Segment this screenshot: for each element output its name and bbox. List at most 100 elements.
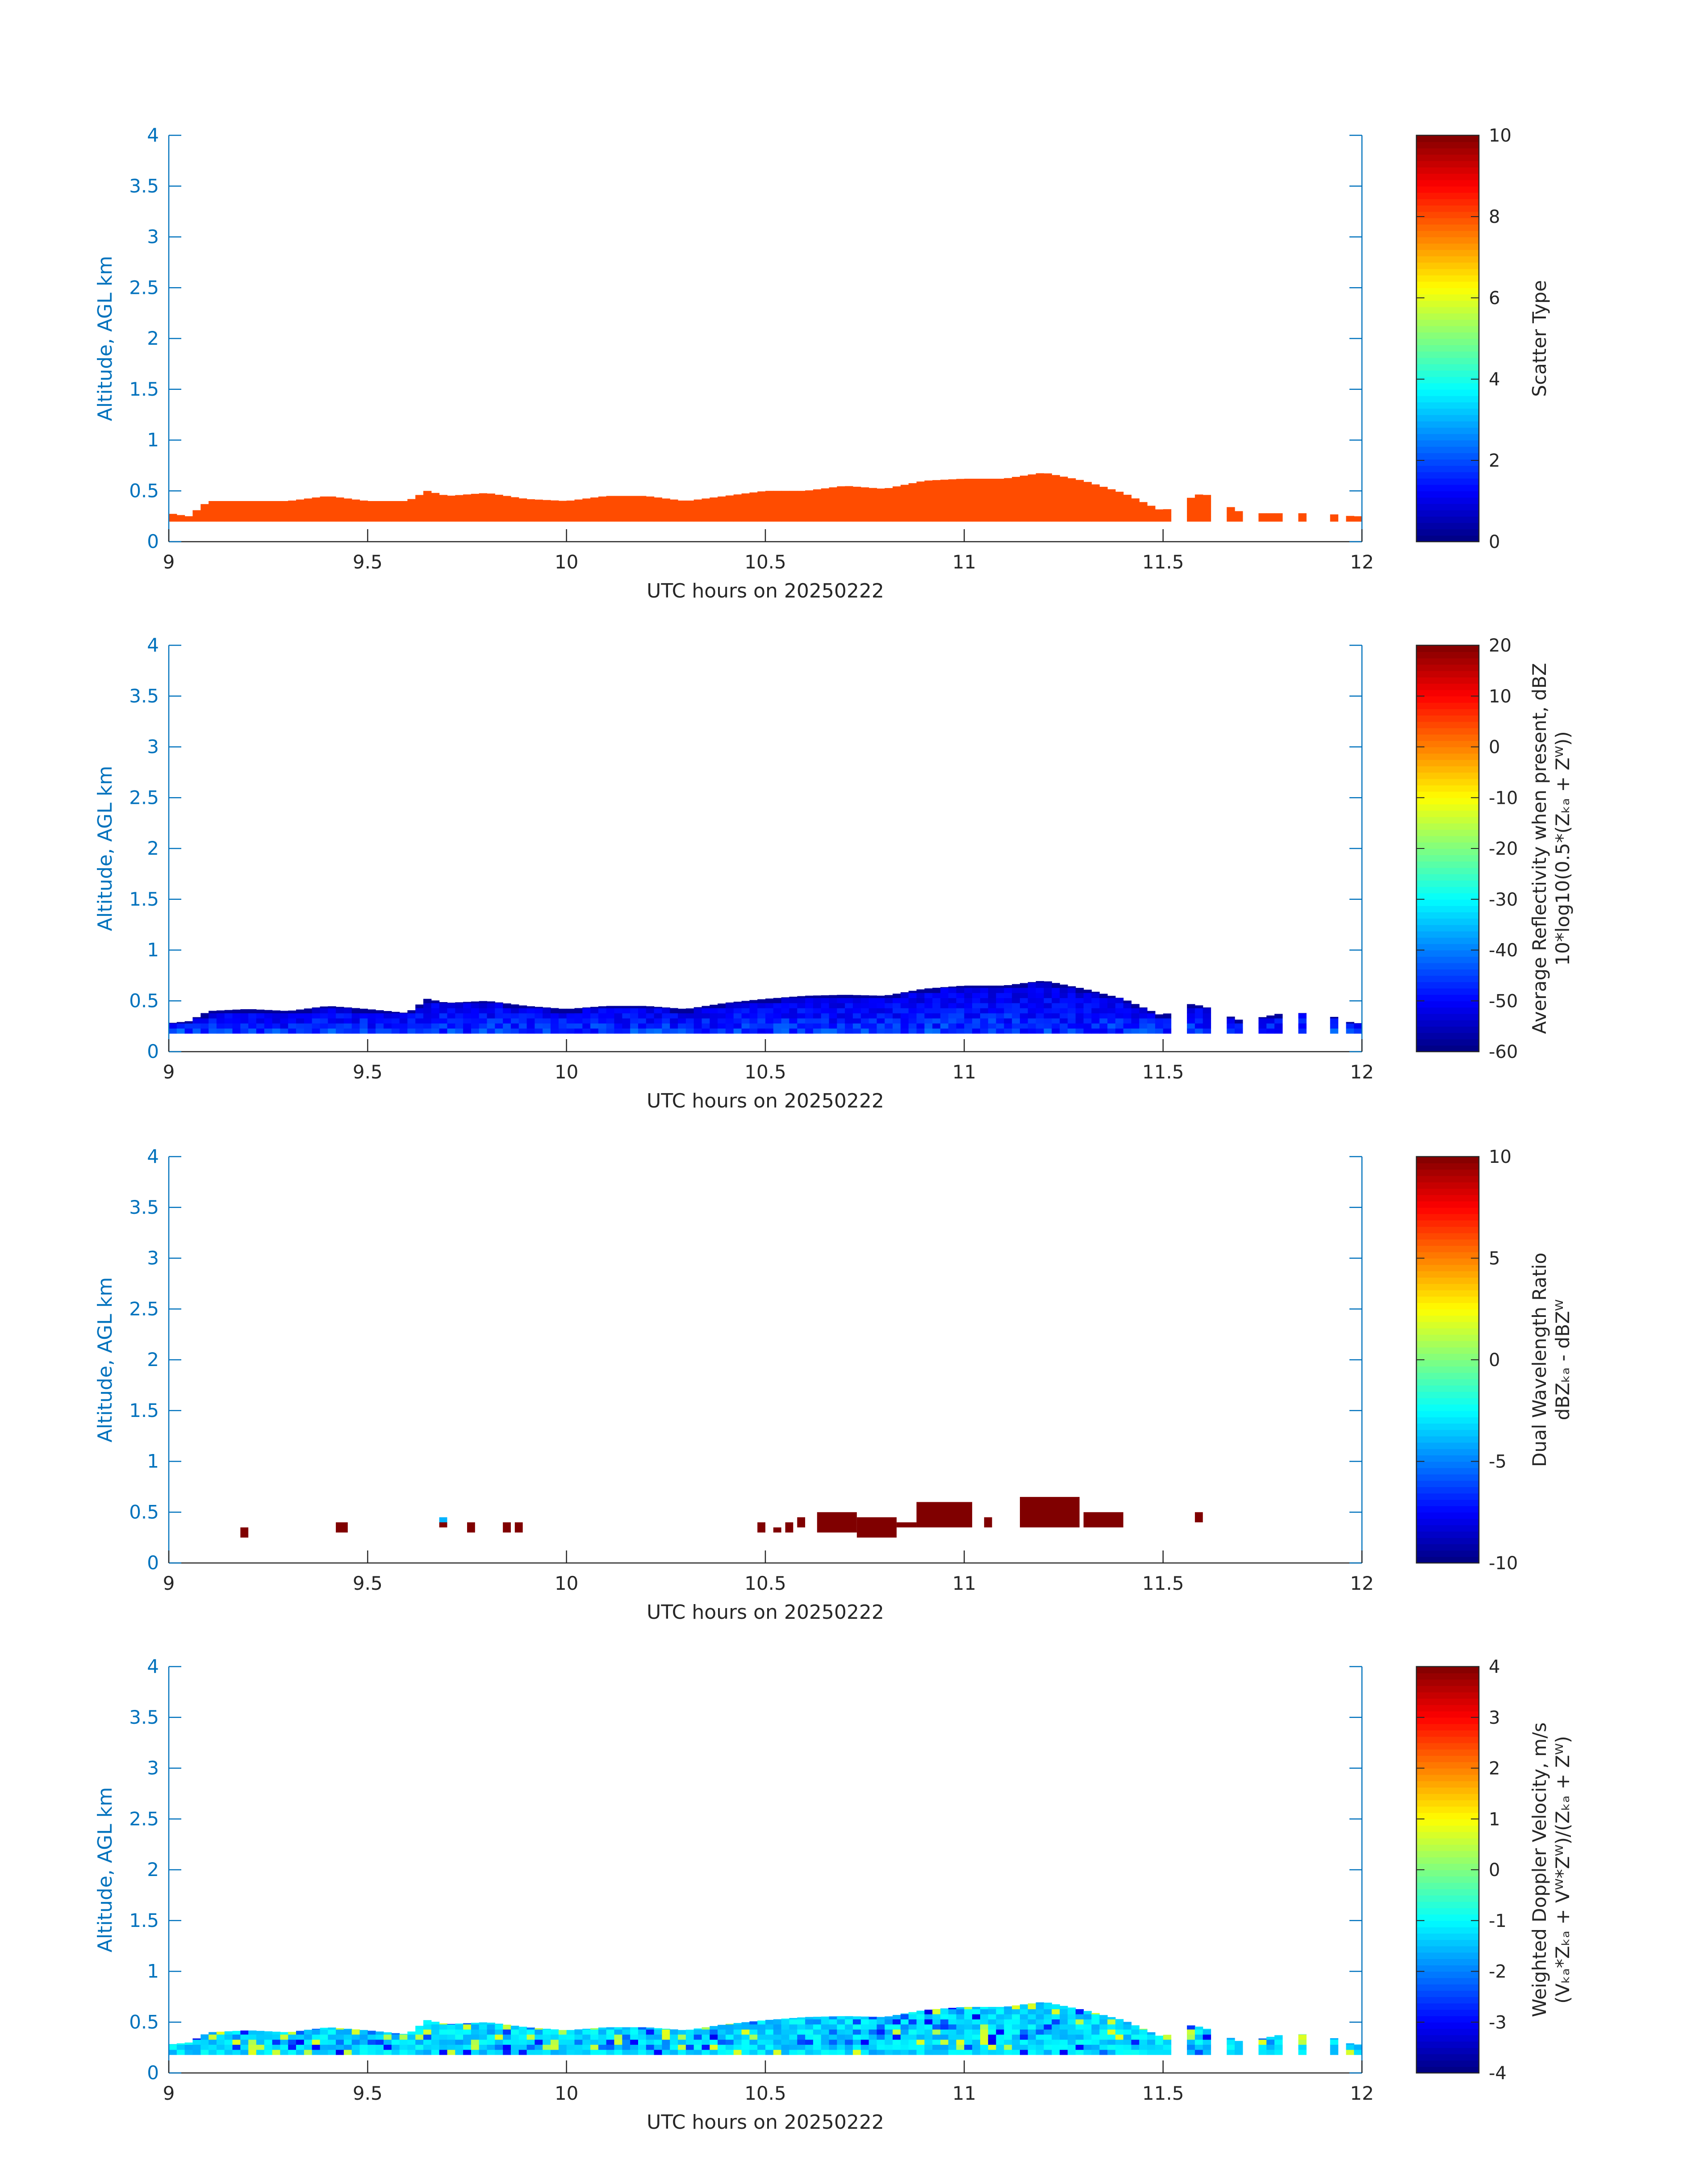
heatmap-cell xyxy=(932,2044,941,2050)
heatmap-cell xyxy=(431,2034,440,2040)
heatmap-cell xyxy=(1123,1018,1132,1024)
dwr-cell xyxy=(785,1522,793,1533)
heatmap-cell xyxy=(964,1018,973,1024)
heatmap-cell xyxy=(1052,983,1060,988)
heatmap-cell xyxy=(296,2049,305,2055)
colorbar-step xyxy=(1416,1518,1479,1525)
heatmap-cell xyxy=(614,2027,622,2030)
heatmap-cell xyxy=(733,1008,742,1014)
heatmap-cell xyxy=(813,1013,822,1019)
heatmap-cell xyxy=(852,511,861,517)
heatmap-cell xyxy=(209,2032,217,2035)
colorbar-step xyxy=(1416,1334,1479,1341)
heatmap-cell xyxy=(1194,496,1203,501)
heatmap-cell xyxy=(1131,1023,1140,1029)
heatmap-cell xyxy=(900,501,909,506)
heatmap-cell xyxy=(662,2044,670,2050)
heatmap-cell xyxy=(1131,2049,1140,2055)
heatmap-cell xyxy=(940,2039,949,2045)
heatmap-cell xyxy=(391,511,400,517)
x-tick-label: 9 xyxy=(163,1572,175,1594)
heatmap-cell xyxy=(924,2029,933,2035)
heatmap-cell xyxy=(526,506,535,512)
heatmap-cell xyxy=(1330,2049,1339,2055)
colorbar-tick-label: -3 xyxy=(1489,2012,1507,2033)
heatmap-cell xyxy=(590,1008,599,1014)
heatmap-cell xyxy=(829,487,837,491)
heatmap-cell xyxy=(1139,2029,1148,2035)
heatmap-cell xyxy=(1020,1028,1028,1034)
heatmap-cell xyxy=(495,2049,503,2055)
heatmap-cell xyxy=(996,1028,1004,1034)
heatmap-cell xyxy=(336,2039,344,2045)
heatmap-cell xyxy=(192,2038,201,2040)
heatmap-cell xyxy=(312,1008,320,1014)
heatmap-cell xyxy=(805,1023,814,1029)
heatmap-cell xyxy=(384,1028,392,1034)
heatmap-cell xyxy=(638,496,647,501)
heatmap-cell xyxy=(280,1028,288,1034)
heatmap-cell xyxy=(980,2029,989,2035)
heatmap-cell xyxy=(1067,478,1076,481)
heatmap-cell xyxy=(845,1028,853,1034)
heatmap-cell xyxy=(1203,1028,1211,1034)
colorbar-step xyxy=(1416,2003,1479,2010)
heatmap-cell xyxy=(312,1028,320,1034)
heatmap-cells xyxy=(169,981,1362,1034)
heatmap-cell xyxy=(367,1009,376,1014)
y-tick-label: 1.5 xyxy=(129,1910,159,1931)
heatmap-cell xyxy=(336,516,344,522)
heatmap-cell xyxy=(821,1013,830,1019)
y-tick-label: 2 xyxy=(147,1349,159,1371)
heatmap-cell xyxy=(1123,2034,1132,2040)
heatmap-cell xyxy=(1091,511,1100,517)
heatmap-cell xyxy=(1187,511,1195,517)
heatmap-cell xyxy=(503,1023,511,1029)
heatmap-cell xyxy=(1091,484,1100,486)
heatmap-cell xyxy=(869,1028,877,1034)
colorbar-step xyxy=(1416,1692,1479,1699)
heatmap-cell xyxy=(169,2044,177,2050)
heatmap-cell xyxy=(781,1018,789,1024)
colorbar-tick-label: 4 xyxy=(1489,369,1500,390)
colorbar-step xyxy=(1416,867,1479,874)
heatmap-cell xyxy=(209,1013,217,1019)
heatmap-cell xyxy=(1227,1028,1235,1034)
heatmap-cell xyxy=(1036,473,1044,476)
heatmap-cell xyxy=(423,2049,432,2055)
heatmap-cell xyxy=(900,2039,909,2045)
heatmap-cell xyxy=(733,2034,742,2040)
y-tick-label: 3.5 xyxy=(129,685,159,707)
heatmap-cell xyxy=(184,516,193,517)
heatmap-cell xyxy=(948,506,957,512)
heatmap-cell xyxy=(1052,2019,1060,2025)
heatmap-cell xyxy=(1012,2019,1020,2025)
heatmap-cell xyxy=(924,506,933,512)
heatmap-cell xyxy=(972,511,981,517)
heatmap-cell xyxy=(693,499,702,501)
colorbar-step xyxy=(1416,1493,1479,1500)
heatmap-cell xyxy=(821,2016,830,2019)
heatmap-cell xyxy=(980,2024,989,2030)
heatmap-cell xyxy=(893,2015,901,2019)
heatmap-cell xyxy=(551,2039,559,2045)
heatmap-cell xyxy=(423,1023,432,1029)
heatmap-cell xyxy=(391,2034,400,2040)
heatmap-cell xyxy=(1194,494,1203,497)
colorbar-step xyxy=(1416,1984,1479,1991)
colorbar-step xyxy=(1416,982,1479,989)
heatmap-cell xyxy=(558,1023,567,1029)
heatmap-cell xyxy=(503,511,511,517)
heatmap-cell xyxy=(264,2044,273,2050)
heatmap-cell xyxy=(1067,1003,1076,1008)
heatmap-cell xyxy=(893,516,901,522)
x-tick-label: 10.5 xyxy=(744,551,786,573)
heatmap-cell xyxy=(455,511,464,517)
heatmap-cell xyxy=(821,1008,830,1014)
heatmap-cell xyxy=(622,506,631,512)
heatmap-cell xyxy=(789,2019,798,2025)
colorbar-step xyxy=(1416,1851,1479,1858)
x-tick-label: 9 xyxy=(163,1061,175,1083)
heatmap-cell xyxy=(765,2020,774,2025)
